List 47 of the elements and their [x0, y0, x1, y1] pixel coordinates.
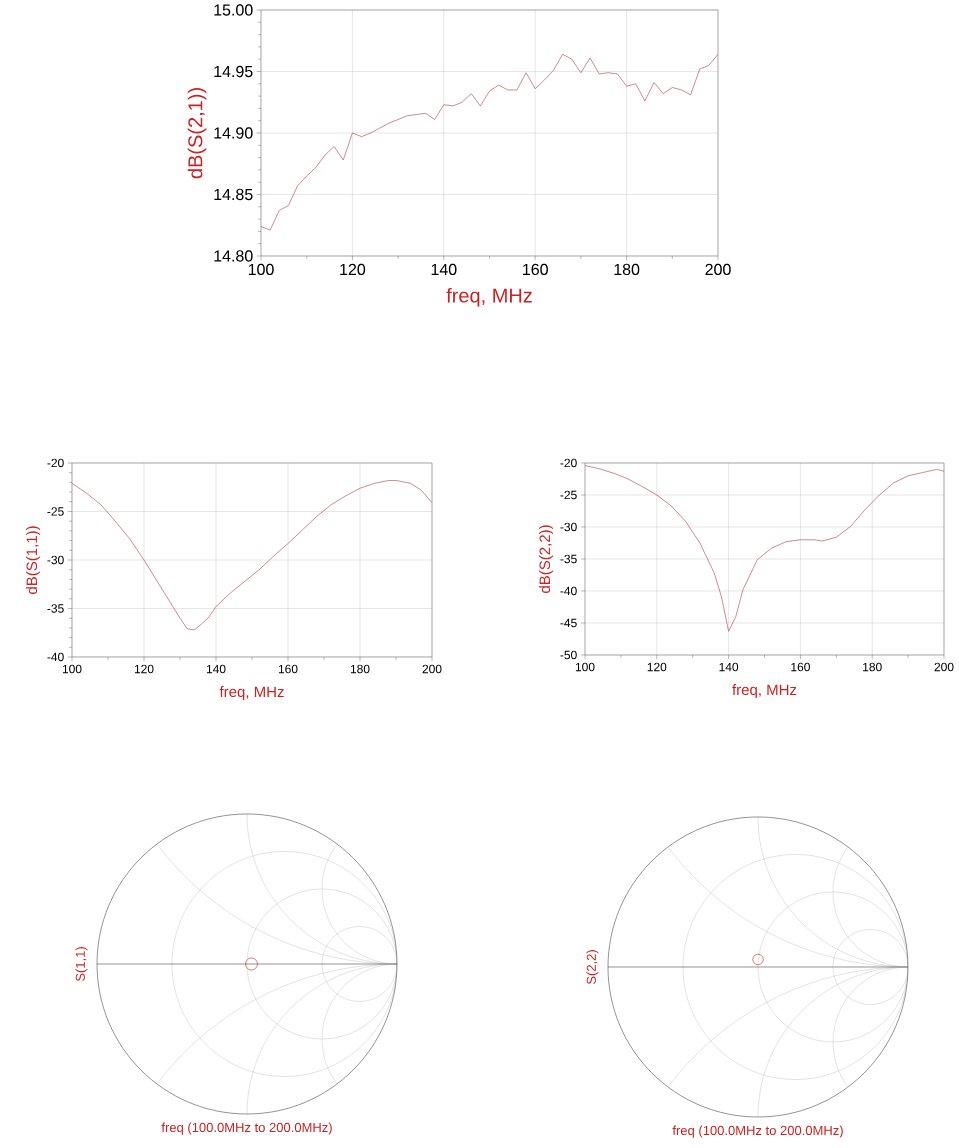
line-series [585, 465, 945, 632]
y-tick-label: 14.95 [214, 65, 253, 78]
x-axis-title: freq, MHz [732, 684, 797, 699]
x-tick-label: 180 [350, 664, 370, 674]
text: freq (100.0MHz to 200.0MHz) [672, 1125, 843, 1138]
y-tick-label: -40 [47, 652, 64, 662]
y-tick-label: -45 [560, 618, 577, 628]
x-tick-label: 140 [719, 662, 739, 672]
y-axis-title: dB(S(2,2)) [539, 525, 554, 593]
x-tick-label: 100 [248, 263, 274, 276]
x-tick-label: 140 [206, 664, 226, 674]
line-series [72, 480, 432, 631]
y-tick-label: 14.80 [214, 250, 253, 262]
text: S(1,1) [75, 947, 88, 982]
x-tick-label: 180 [863, 662, 882, 672]
y-tick-label: -20 [47, 458, 64, 468]
y-tick-label: -25 [47, 507, 64, 516]
y-tick-label: 14.90 [214, 127, 253, 139]
y-tick-label: -30 [560, 522, 577, 532]
y-tick-label: -20 [560, 458, 577, 468]
x-tick-label: 200 [934, 662, 954, 672]
x-tick-label: 180 [614, 263, 640, 276]
y-axis-title: dB(S(2,1)) [187, 88, 207, 179]
x-tick-label: 120 [134, 664, 154, 674]
y-tick-label: -50 [560, 650, 577, 660]
x-tick-label: 160 [523, 263, 548, 276]
x-tick-label: 120 [647, 662, 667, 672]
x-tick-label: 200 [422, 664, 442, 674]
x-tick-label: 100 [62, 664, 82, 674]
x-tick-label: 160 [791, 662, 810, 672]
text: freq (100.0MHz to 200.0MHz) [161, 1122, 332, 1135]
y-axis-title: dB(S(1,1)) [26, 526, 41, 594]
x-tick-label: 160 [278, 664, 298, 674]
y-tick-label: 14.85 [214, 188, 253, 201]
x-tick-label: 120 [340, 263, 366, 276]
x-axis-title: freq, MHz [446, 287, 532, 307]
x-axis-title: freq, MHz [219, 686, 284, 701]
y-tick-label: -40 [560, 586, 577, 596]
y-tick-label: -25 [560, 490, 577, 500]
y-tick-label: 15.00 [214, 4, 253, 16]
x-tick-label: 100 [575, 662, 595, 672]
x-tick-label: 140 [431, 263, 457, 276]
text: S(2,2) [586, 950, 599, 985]
y-tick-label: -30 [47, 555, 64, 565]
x-tick-label: 200 [705, 263, 731, 276]
y-tick-label: -35 [47, 604, 64, 613]
y-tick-label: -35 [560, 554, 577, 564]
